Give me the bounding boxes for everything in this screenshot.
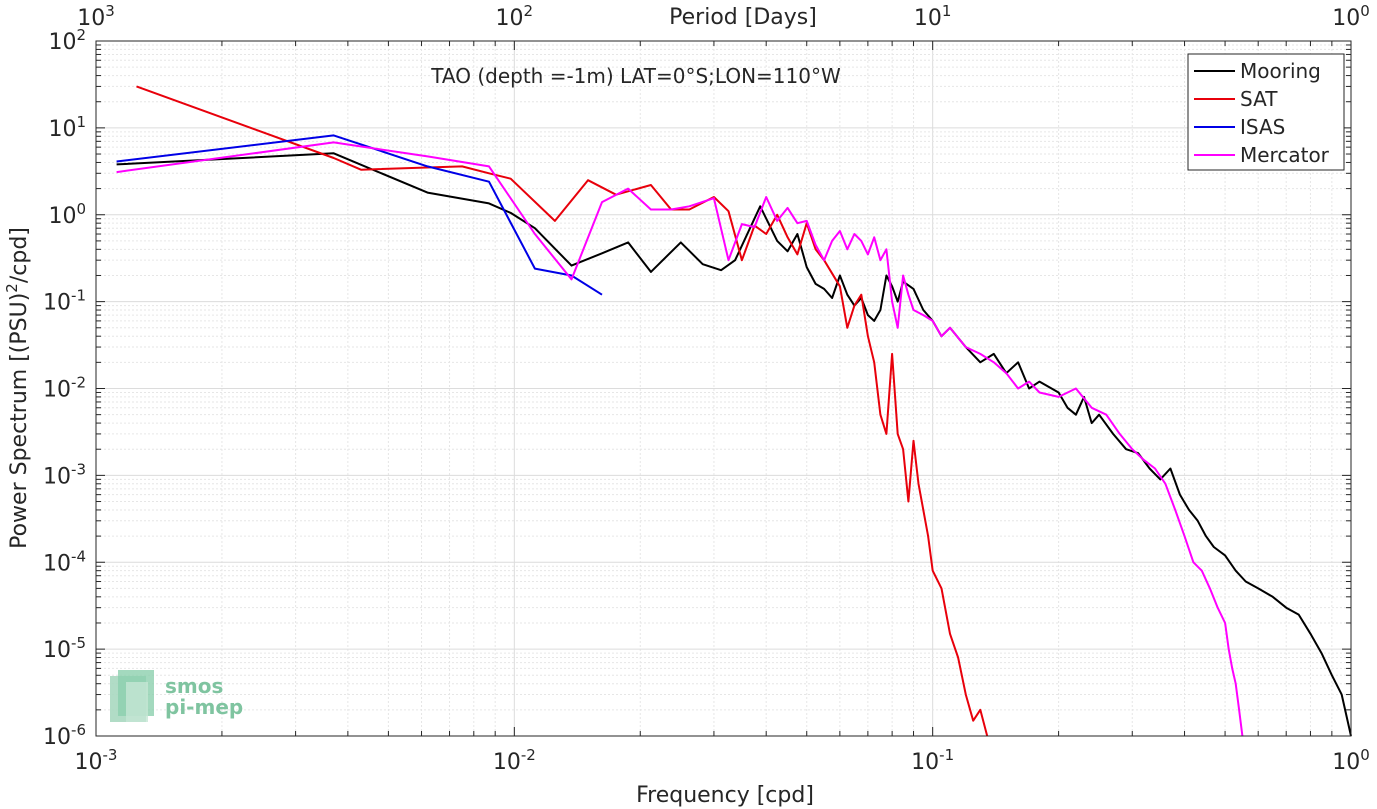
top-axis-label: Period [Days] bbox=[669, 5, 817, 30]
watermark-line2: pi-mep bbox=[165, 695, 243, 719]
top-tick-label: 103 bbox=[77, 2, 115, 31]
series-group bbox=[116, 85, 1352, 737]
y-tick-label: 10-2 bbox=[43, 374, 86, 403]
legend-label-sat: SAT bbox=[1240, 87, 1278, 111]
y-tick-label: 10-3 bbox=[43, 460, 86, 489]
top-tick-label: 102 bbox=[496, 2, 534, 31]
y-tick-label: 10-1 bbox=[43, 287, 86, 316]
y-axis-label-sup: 2 bbox=[3, 283, 21, 293]
top-tick-label: 101 bbox=[914, 2, 952, 31]
y-tick-label: 102 bbox=[48, 26, 86, 55]
y-axis-label-end: /cpd] bbox=[7, 227, 32, 283]
x-tick-label: 10-3 bbox=[75, 746, 118, 775]
ticks bbox=[95, 40, 1352, 737]
legend-box bbox=[1187, 53, 1345, 171]
y-tick-label: 10-4 bbox=[43, 547, 86, 576]
y-tick-label: 10-5 bbox=[43, 634, 86, 663]
watermark-line1: smos bbox=[165, 674, 223, 698]
x-axis-label: Frequency [cpd] bbox=[636, 783, 814, 808]
top-tick-label: 100 bbox=[1332, 2, 1370, 31]
legend-label-mooring: Mooring bbox=[1240, 59, 1321, 83]
series-line-sat bbox=[136, 85, 989, 737]
x-tick-label: 10-2 bbox=[493, 746, 536, 775]
y-tick-label: 100 bbox=[48, 200, 86, 229]
y-tick-label: 101 bbox=[48, 113, 86, 142]
series-line-isas bbox=[116, 134, 603, 296]
y-tick-label: 10-6 bbox=[43, 721, 86, 750]
grid bbox=[95, 41, 1351, 737]
y-axis-label-main: Power Spectrum [(PSU) bbox=[7, 293, 32, 549]
logo-mark bbox=[110, 670, 154, 722]
x-tick-label: 10-1 bbox=[911, 746, 954, 775]
watermark-logo: smos pi-mep bbox=[110, 670, 243, 722]
y-axis-label: Power Spectrum [(PSU)2/cpd] bbox=[3, 227, 32, 549]
series-line-mercator bbox=[116, 141, 1244, 737]
legend-label-isas: ISAS bbox=[1240, 115, 1285, 139]
x-tick-label: 100 bbox=[1332, 746, 1370, 775]
chart-title: TAO (depth =-1m) LAT=0°S;LON=110°W bbox=[430, 64, 841, 88]
legend: Mooring SAT ISAS Mercator bbox=[1187, 53, 1345, 171]
legend-label-mercator: Mercator bbox=[1240, 143, 1330, 167]
